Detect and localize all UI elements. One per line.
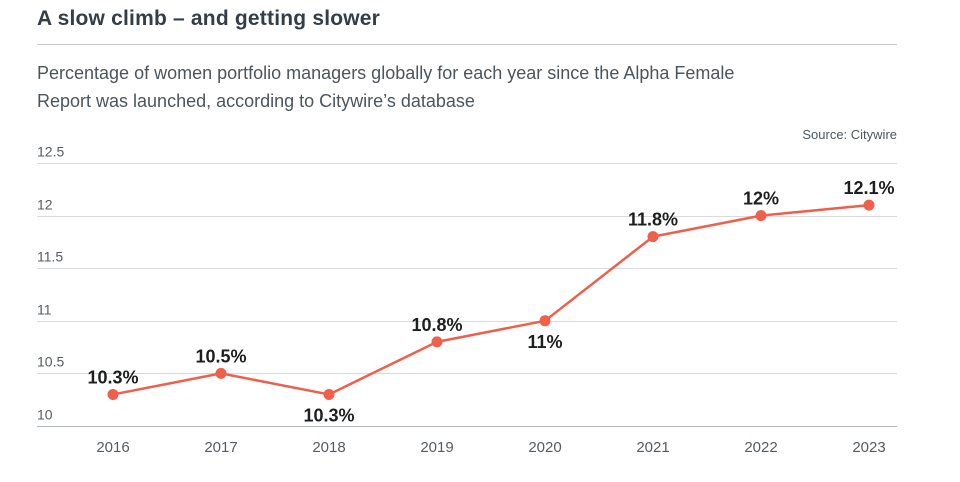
data-point-label: 10.8% <box>411 315 462 335</box>
data-point <box>107 388 119 400</box>
y-tick-label: 12 <box>37 197 53 213</box>
data-point-label: 11% <box>527 332 562 352</box>
y-tick-label: 10 <box>37 407 53 423</box>
x-tick-label: 2016 <box>96 439 129 456</box>
data-point-label: 10.3% <box>87 367 138 387</box>
data-point <box>863 199 875 211</box>
chart-subtitle-line-1: Percentage of women portfolio managers g… <box>37 63 735 83</box>
data-point <box>215 367 227 379</box>
x-tick-label: 2021 <box>636 439 669 456</box>
y-tick-label: 11.5 <box>37 249 63 265</box>
data-point <box>323 388 335 400</box>
y-tick-label: 12.5 <box>37 145 64 160</box>
y-tick-label: 11 <box>37 302 52 318</box>
data-point-label: 11.8% <box>628 210 678 230</box>
chart-title: A slow climb – and getting slower <box>37 7 381 30</box>
source-credit: Source: Citywire <box>802 127 897 142</box>
chart-subtitle: Percentage of women portfolio managers g… <box>37 59 734 115</box>
data-point-label: 10.5% <box>195 346 246 366</box>
x-tick-label: 2018 <box>312 439 345 456</box>
x-tick-label: 2022 <box>744 439 777 456</box>
chart-subtitle-line-2: Report was launched, according to Citywi… <box>37 91 475 111</box>
y-tick-label: 10.5 <box>37 354 64 370</box>
line-chart: 10 10.5 11 11.5 12 12.5 2016 2017 2018 2019 2020 20… <box>37 145 897 456</box>
x-tick-label: 2019 <box>420 439 453 456</box>
data-point <box>431 336 443 348</box>
series-line <box>111 203 871 396</box>
data-point-label: 10.3% <box>303 405 354 425</box>
data-point <box>539 315 551 327</box>
x-tick-label: 2020 <box>528 439 561 456</box>
data-point-label: 12% <box>743 189 779 209</box>
x-tick-label: 2023 <box>852 439 885 456</box>
data-point-label: 12.1% <box>843 178 894 198</box>
x-tick-label: 2017 <box>204 439 237 456</box>
title-divider <box>37 44 897 45</box>
data-point <box>647 231 659 243</box>
data-point <box>755 210 767 222</box>
